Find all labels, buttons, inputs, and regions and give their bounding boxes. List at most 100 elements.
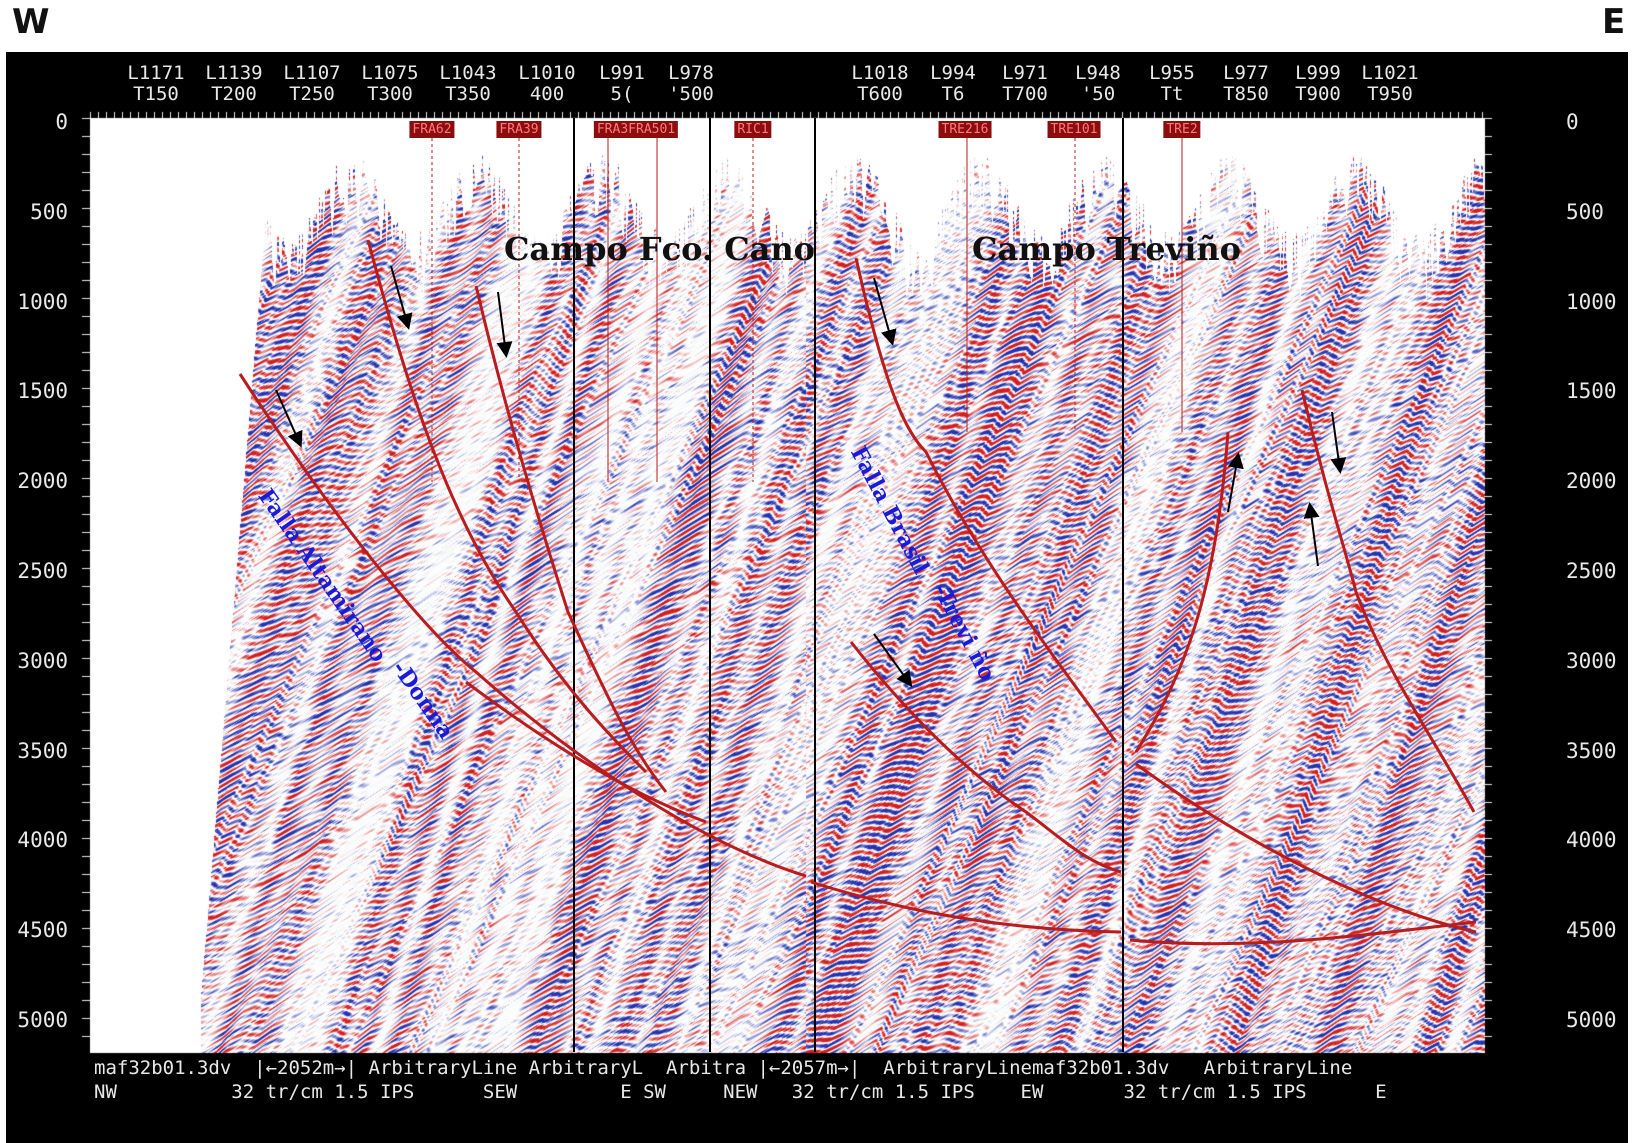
depth-tick-label-left: 5000	[17, 1008, 68, 1032]
inline-number: L977	[1223, 62, 1269, 84]
displacement-arrow	[275, 389, 303, 448]
inline-number: L971	[1002, 62, 1048, 84]
depth-tick-label-right: 5000	[1566, 1008, 1617, 1032]
depth-tick-label-left: 4000	[17, 828, 68, 853]
inline-number: L1075	[361, 62, 419, 84]
fault-trace	[849, 641, 1122, 874]
depth-tick-label-right: 4500	[1566, 918, 1617, 943]
fault-interpretation-overlay	[238, 118, 1477, 1052]
well-marker[interactable]: TRE2	[1163, 121, 1201, 138]
fault-trace	[810, 880, 1122, 934]
inline-number: L999	[1295, 62, 1341, 84]
depth-tick-label-left: 4500	[17, 918, 68, 943]
displacement-arrow	[390, 265, 413, 330]
inline-number: L994	[930, 62, 976, 84]
footer-line-2: NW 32 tr/cm 1.5 IPS SEW E SW NEW 32 tr/c…	[94, 1081, 1387, 1103]
fault-trace	[1135, 762, 1477, 934]
inline-number: L1043	[439, 62, 497, 84]
header-line-label: L1139 T200	[205, 63, 262, 105]
fault-trace	[465, 680, 707, 824]
well-marker[interactable]: TRE216	[938, 121, 992, 138]
displacement-arrow	[496, 291, 513, 358]
inline-number: L1171	[127, 62, 185, 84]
trace-number: Tt	[1160, 83, 1184, 105]
displacement-arrow	[873, 633, 913, 688]
displacement-arrow	[873, 277, 897, 346]
header-line-label: L1171 T150	[127, 63, 184, 105]
trace-number: '50	[1080, 83, 1116, 105]
depth-tick-label-right: 3500	[1566, 738, 1617, 763]
section-footer: maf32b01.3dv |←2052m→| ArbitraryLine Arb…	[94, 1056, 1387, 1104]
depth-tick-label-right: 1500	[1566, 379, 1617, 404]
depth-tick-label-left: 1500	[17, 379, 68, 404]
well-marker[interactable]: FRA3FRA501	[593, 121, 679, 138]
well-marker[interactable]: FRA39	[496, 121, 542, 138]
depth-tick-label-left: 500	[30, 199, 68, 224]
header-line-label: L1075 T300	[361, 63, 418, 105]
trace-number: T600	[857, 83, 903, 105]
inline-number: L1021	[1361, 62, 1419, 84]
field-label-trevino: Campo Treviño	[972, 230, 1241, 268]
header-line-label: L1018 T600	[851, 63, 908, 105]
depth-tick-label-right: 2000	[1566, 469, 1617, 494]
inline-number: L948	[1075, 62, 1121, 84]
inline-number: L1010	[518, 62, 576, 84]
header-line-label: L991 5(	[599, 63, 645, 105]
header-line-label: L994 T6	[930, 63, 976, 105]
displacement-arrow	[1303, 502, 1320, 567]
depth-tick-label-left: 2500	[17, 559, 68, 583]
west-label: W	[12, 2, 50, 42]
trace-number: 400	[529, 83, 565, 105]
header-line-label: L977 T850	[1223, 63, 1269, 105]
trace-number: T850	[1223, 83, 1269, 105]
inline-number: L955	[1149, 62, 1195, 84]
well-marker[interactable]: FRA62	[409, 121, 455, 138]
depth-tick-label-right: 500	[1566, 199, 1604, 224]
header-line-label: L978'500	[668, 63, 714, 105]
trace-number: T250	[289, 83, 335, 105]
inline-number: L978	[668, 62, 714, 84]
footer-line-1: maf32b01.3dv |←2052m→| ArbitraryLine Arb…	[94, 1057, 1353, 1079]
trace-number: T150	[133, 83, 179, 105]
inline-number: L1107	[283, 62, 341, 84]
fault-trace	[238, 373, 807, 878]
fault-trace	[474, 285, 668, 793]
depth-tick-label-right: 3000	[1566, 648, 1617, 673]
trace-number: T700	[1002, 83, 1048, 105]
field-label-cano: Campo Fco. Cano	[504, 230, 815, 268]
header-line-label: L948'50	[1075, 63, 1121, 105]
fault-trace	[366, 239, 648, 774]
depth-tick-label-left: 1000	[17, 289, 68, 314]
well-marker[interactable]: TRE101	[1047, 121, 1101, 138]
header-line-label: L999 T900	[1295, 63, 1341, 105]
header-line-label: L1107 T250	[283, 63, 340, 105]
trace-number: T6	[941, 83, 965, 105]
trace-number: T900	[1295, 83, 1341, 105]
inline-number: L1018	[851, 62, 909, 84]
inline-number: L1139	[205, 62, 263, 84]
depth-tick-label-right: 1000	[1566, 289, 1617, 314]
depth-tick-label-right: 0	[1566, 110, 1579, 134]
fault-trace	[1134, 431, 1230, 753]
well-marker[interactable]: RIC1	[734, 121, 772, 138]
header-line-label: L1010 400	[518, 63, 575, 105]
seismic-section-frame: L1171 T150 L1139 T200 L1107 T250 L1075 T300 L104…	[6, 52, 1628, 1143]
fault-trace	[1129, 920, 1477, 946]
trace-number: T350	[445, 83, 491, 105]
fault-trace	[854, 257, 1118, 743]
header-line-label: L971 T700	[1002, 63, 1048, 105]
displacement-arrow	[1330, 411, 1347, 474]
header-line-label: L1043 T350	[439, 63, 496, 105]
depth-tick-label-left: 0	[55, 110, 68, 134]
inline-number: L991	[599, 62, 645, 84]
trace-number: T300	[367, 83, 413, 105]
depth-tick-label-left: 3000	[17, 648, 68, 673]
trace-number: T200	[211, 83, 257, 105]
depth-tick-label-right: 4000	[1566, 828, 1617, 853]
depth-tick-label-left: 2000	[17, 469, 68, 494]
displacement-arrow	[1227, 452, 1244, 513]
header-line-label: L955 Tt	[1149, 63, 1195, 105]
header-line-label: L1021 T950	[1361, 63, 1418, 105]
fault-trace	[1300, 389, 1476, 813]
depth-tick-label-left: 3500	[17, 738, 68, 763]
